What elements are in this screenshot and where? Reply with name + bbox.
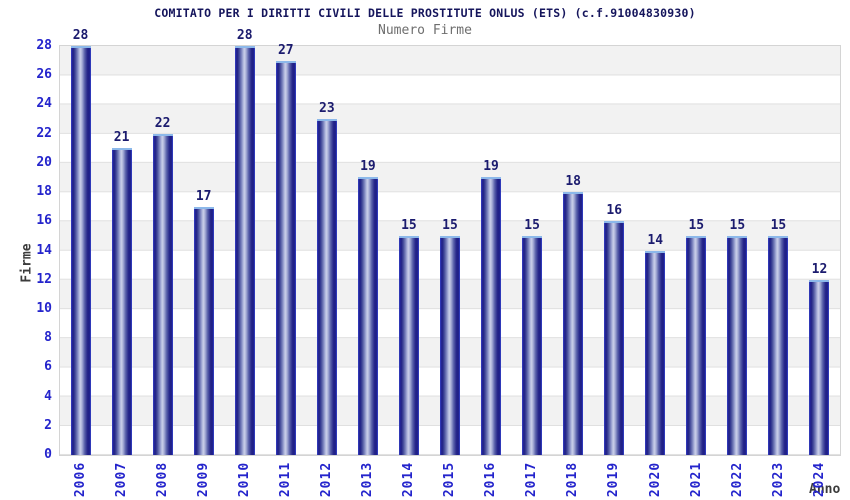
- bar-2008: [152, 133, 173, 455]
- y-tick-label: 6: [44, 359, 52, 375]
- x-tick-cell: 2018: [553, 458, 594, 500]
- x-tick-label: 2022: [729, 461, 745, 497]
- x-tick-label: 2008: [155, 461, 171, 497]
- x-axis-labels: 2006 2007 2008 2009 2010 2011 2012 2013 2014 2015…: [60, 458, 840, 500]
- x-tick-label: 2018: [565, 461, 581, 497]
- bar-value-label: 16: [606, 203, 623, 219]
- chart-subtitle: Numero Firme: [378, 23, 472, 38]
- bar-2022: [727, 235, 748, 455]
- y-tick-label: 28: [36, 38, 52, 53]
- y-tick-label: 10: [36, 300, 52, 316]
- bar-value-label: 14: [647, 232, 664, 248]
- y-tick-label: 14: [36, 242, 52, 258]
- x-tick-label: 2021: [688, 461, 704, 497]
- x-tick-cell: 2024: [799, 458, 840, 500]
- bar-value-label: 12: [811, 261, 828, 277]
- x-tick-label: 2019: [606, 461, 622, 497]
- bar-2019: [604, 221, 625, 455]
- bar-value-label: 15: [524, 217, 540, 233]
- x-tick-cell: 2017: [512, 458, 553, 500]
- bar-2023: [768, 235, 789, 455]
- bar-value-label: 15: [770, 217, 787, 233]
- x-tick-label: 2010: [237, 461, 253, 497]
- bar-2010: [234, 46, 255, 455]
- x-tick-cell: 2019: [594, 458, 635, 500]
- bar-2021: [686, 235, 707, 455]
- x-tick-cell: 2011: [265, 458, 306, 500]
- x-tick-cell: 2023: [758, 458, 799, 500]
- chart-title: COMITATO PER I DIRITTI CIVILI DELLE PROS…: [154, 6, 696, 20]
- x-tick-label: 2011: [278, 461, 294, 497]
- bar-value-label: 28: [72, 28, 89, 43]
- bar-2013: [357, 177, 378, 455]
- plot-area: 28 21 22 17 28 27 23 19 15 15 19 15 18 16 14 15 15 15 12: [59, 28, 841, 456]
- x-tick-label: 2016: [483, 461, 499, 497]
- bar-value-label: 19: [483, 159, 499, 175]
- bar-2014: [398, 235, 419, 455]
- bar-2009: [193, 206, 214, 455]
- x-tick-cell: 2010: [224, 458, 265, 500]
- bar-2016: [481, 177, 502, 455]
- y-tick-label: 20: [36, 154, 52, 170]
- y-tick-label: 18: [36, 184, 52, 200]
- x-tick-label: 2009: [196, 461, 212, 497]
- x-tick-cell: 2014: [388, 458, 429, 500]
- bar-value-label: 15: [729, 217, 746, 233]
- x-tick-label: 2012: [319, 461, 335, 497]
- y-tick-label: 8: [44, 330, 52, 346]
- x-tick-label: 2023: [770, 461, 786, 497]
- bar-2006: [70, 46, 91, 455]
- bar-value-label: 15: [688, 217, 705, 233]
- bar-2018: [563, 192, 584, 455]
- bar-2024: [809, 279, 830, 455]
- bar-value-label: 19: [360, 159, 376, 175]
- x-tick-cell: 2020: [635, 458, 676, 500]
- x-tick-label: 2014: [401, 461, 417, 497]
- bar-value-label: 17: [195, 188, 212, 204]
- bar-2012: [316, 119, 337, 455]
- y-tick-label: 2: [44, 417, 52, 433]
- y-tick-label: 26: [36, 67, 52, 83]
- x-tick-cell: 2021: [676, 458, 717, 500]
- bar-2017: [522, 235, 543, 455]
- y-tick-label: 0: [44, 447, 52, 462]
- x-tick-cell: 2016: [470, 458, 511, 500]
- x-tick-cell: 2012: [306, 458, 347, 500]
- x-tick-label: 2013: [360, 461, 376, 497]
- y-axis-ticks: 0 2 4 6 8 10 12 14 16 18 20 22 24 26 28: [0, 0, 52, 500]
- x-tick-label: 2024: [811, 461, 827, 497]
- x-tick-cell: 2006: [60, 458, 101, 500]
- y-tick-label: 22: [36, 125, 52, 141]
- bar-2011: [275, 60, 296, 455]
- x-tick-label: 2017: [524, 461, 540, 497]
- y-tick-label: 16: [36, 213, 52, 229]
- bar-value-label: 23: [319, 101, 335, 117]
- x-tick-cell: 2022: [717, 458, 758, 500]
- bar-value-label: 27: [277, 42, 294, 58]
- y-tick-label: 24: [36, 96, 52, 112]
- bar-value-label: 18: [565, 174, 581, 190]
- bar-value-label: 28: [236, 28, 253, 43]
- x-tick-label: 2020: [647, 461, 663, 497]
- x-tick-label: 2015: [442, 461, 458, 497]
- x-tick-label: 2007: [114, 461, 130, 497]
- bar-value-label: 22: [154, 115, 171, 131]
- bar-value-label: 21: [113, 130, 130, 146]
- x-tick-cell: 2008: [142, 458, 183, 500]
- bar-2007: [111, 148, 132, 455]
- y-tick-label: 12: [36, 271, 52, 287]
- bar-value-label: 15: [401, 217, 417, 233]
- x-tick-cell: 2015: [429, 458, 470, 500]
- x-tick-cell: 2007: [101, 458, 142, 500]
- x-tick-cell: 2009: [183, 458, 224, 500]
- y-tick-label: 4: [44, 388, 52, 404]
- bar-2015: [440, 235, 460, 455]
- bar-2020: [645, 250, 666, 455]
- x-axis-title: Anno: [809, 482, 841, 497]
- x-tick-label: 2006: [73, 461, 89, 497]
- x-tick-cell: 2013: [347, 458, 388, 500]
- bar-value-label: 15: [442, 217, 458, 233]
